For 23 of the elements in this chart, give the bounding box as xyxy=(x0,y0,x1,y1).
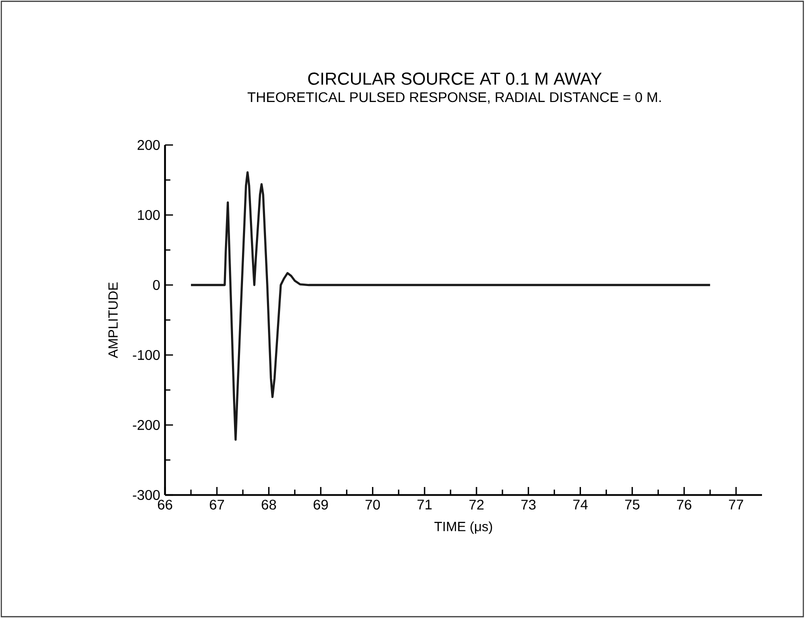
x-tick-label: 70 xyxy=(366,500,380,510)
x-tick-label: 71 xyxy=(418,500,432,510)
chart-title: CIRCULAR SOURCE AT 0.1 M AWAY xyxy=(308,72,602,85)
x-tick-label: 74 xyxy=(573,500,588,510)
x-tick-label: 73 xyxy=(521,500,536,510)
x-tick-label: 75 xyxy=(625,500,640,510)
x-tick-label: 66 xyxy=(158,500,172,510)
x-tick-label: 76 xyxy=(677,500,692,510)
x-tick-label: 69 xyxy=(314,500,328,510)
chart-subtitle: THEORETICAL PULSED RESPONSE, RADIAL DISTANCE = 0 M. xyxy=(248,92,661,104)
y-tick-label: -300 xyxy=(132,490,160,500)
line-series xyxy=(190,171,712,441)
x-tick-label: 67 xyxy=(210,500,224,510)
y-tick-label: -200 xyxy=(132,420,160,430)
y-axis-title: AMPLITUDE xyxy=(108,282,118,358)
x-tick-label: 77 xyxy=(728,500,744,510)
x-tick-label: 68 xyxy=(262,500,276,510)
y-tick-label: 0 xyxy=(153,280,160,290)
x-axis-title: TIME (μs) xyxy=(434,521,492,534)
x-tick-label: 72 xyxy=(469,500,484,510)
y-tick-label: -100 xyxy=(132,350,160,360)
y-tick-label: 100 xyxy=(138,210,160,220)
y-tick-label: 200 xyxy=(138,140,160,150)
